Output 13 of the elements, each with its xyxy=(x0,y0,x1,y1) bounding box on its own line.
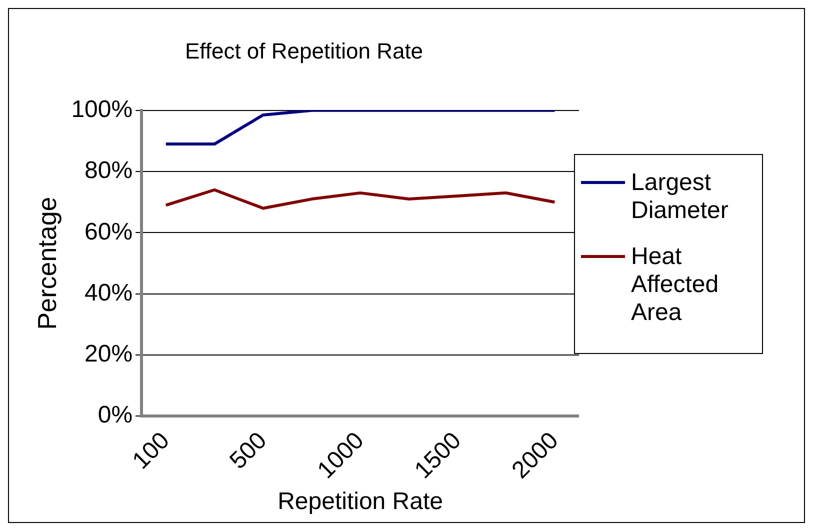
y-tick-label: 40% xyxy=(84,279,133,306)
y-axis-title: Percentage xyxy=(32,196,62,330)
legend-label: Largest Diameter xyxy=(631,169,730,225)
y-tick-label: 0% xyxy=(98,402,133,429)
x-tick-label: 100 xyxy=(127,427,175,475)
y-tick-label: 60% xyxy=(84,218,133,246)
x-tick-label: 500 xyxy=(224,427,272,475)
y-tick-label: 20% xyxy=(84,340,133,368)
chart-title: Effect of Repetition Rate xyxy=(184,38,424,64)
y-tick-label: 80% xyxy=(84,157,133,184)
y-tick-label: 100% xyxy=(71,96,133,124)
x-axis-title: Repetition Rate xyxy=(278,488,444,516)
legend-label: Heat Affected Area xyxy=(631,243,720,327)
